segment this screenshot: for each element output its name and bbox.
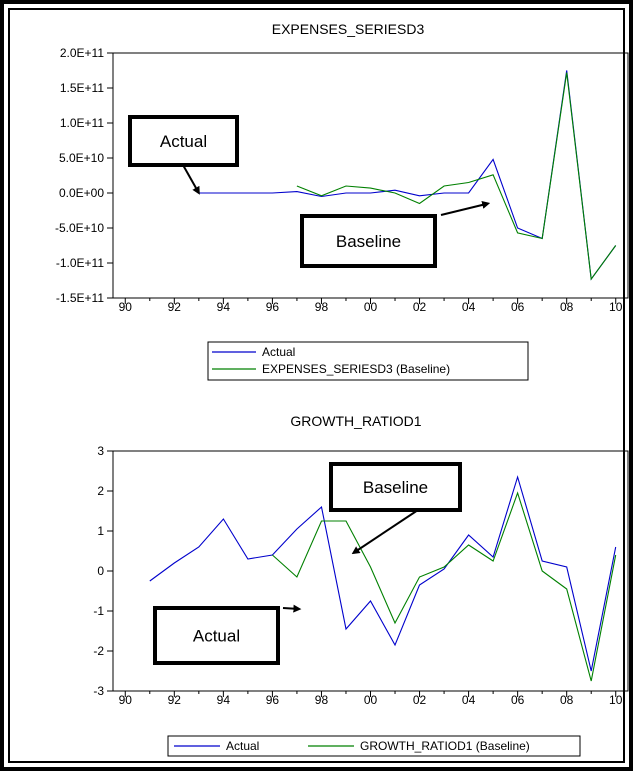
annotation-label: Actual <box>160 132 207 151</box>
legend-label: EXPENSES_SERIESD3 (Baseline) <box>262 362 450 376</box>
x-tick-label: 10 <box>609 693 623 707</box>
annotation-box <box>329 462 462 512</box>
y-tick-label: 2.0E+11 <box>60 46 104 60</box>
legend-label: Actual <box>262 345 295 359</box>
x-tick-label: 94 <box>217 693 231 707</box>
y-tick-label: -2 <box>93 644 104 658</box>
x-tick-label: 06 <box>511 300 525 314</box>
y-tick-label: 0 <box>97 564 104 578</box>
annotation-baseline: Baseline <box>329 462 462 555</box>
x-tick-label: 00 <box>364 300 378 314</box>
chart-title: EXPENSES_SERIESD3 <box>272 21 425 37</box>
y-tick-label: 1.5E+11 <box>60 81 104 95</box>
x-tick-label: 00 <box>364 693 378 707</box>
x-tick-label: 92 <box>168 693 182 707</box>
x-tick-label: 92 <box>168 300 182 314</box>
annotation-actual: Actual <box>128 115 239 195</box>
y-tick-label: 1.0E+11 <box>60 116 104 130</box>
annotation-actual: Actual <box>153 604 302 665</box>
x-tick-label: 90 <box>119 300 133 314</box>
y-tick-label: 5.0E+10 <box>59 151 104 165</box>
x-tick-label: 90 <box>119 693 133 707</box>
annotation-arrow <box>182 164 200 195</box>
annotation-label: Actual <box>193 627 240 646</box>
legend-label: Actual <box>226 739 259 753</box>
annotation-box <box>300 214 437 268</box>
x-tick-label: 02 <box>413 300 427 314</box>
x-tick-label: 04 <box>462 693 476 707</box>
annotation-baseline: Baseline <box>300 201 491 268</box>
y-tick-label: -5.0E+10 <box>55 221 104 235</box>
x-tick-label: 04 <box>462 300 476 314</box>
y-tick-label: -1.0E+11 <box>56 256 104 270</box>
legend-box <box>207 341 529 381</box>
legend-label: GROWTH_RATIOD1 (Baseline) <box>360 739 530 753</box>
chart-title: GROWTH_RATIOD1 <box>290 413 421 429</box>
legend: Actual GROWTH_RATIOD1 (Baseline) <box>167 735 581 757</box>
y-tick-label: -1.5E+11 <box>56 291 104 305</box>
x-tick-label: 94 <box>217 300 231 314</box>
chart-1: EXPENSES_SERIESD3 -1.5E+11 -1.0E+11 -5.0E+1… <box>55 21 629 381</box>
y-tick-label: 0.0E+00 <box>59 186 104 200</box>
y-tick-label: 3 <box>97 444 104 458</box>
y-tick-label: -1 <box>93 604 104 618</box>
series-line-baseline <box>272 491 617 682</box>
charts-root: EXPENSES_SERIESD3 -1.5E+11 -1.0E+11 -5.0E+1… <box>55 21 629 757</box>
x-tick-label: 08 <box>560 300 574 314</box>
annotation-arrow <box>351 509 419 555</box>
legend-box <box>167 735 581 757</box>
annotation-box <box>128 115 239 167</box>
x-tick-label: 96 <box>266 693 280 707</box>
x-tick-label: 08 <box>560 693 574 707</box>
y-tick-label: 2 <box>97 484 104 498</box>
x-tick-label: 06 <box>511 693 525 707</box>
annotation-label: Baseline <box>336 232 401 251</box>
x-tick-label: 98 <box>315 300 329 314</box>
chart-2: GROWTH_RATIOD1 -3 -2 -1 0 1 2 3 90 92 94 96 98 00 02 04… <box>93 413 629 757</box>
y-tick-label: -3 <box>93 684 104 698</box>
series-line-actual <box>149 475 617 672</box>
annotation-box <box>153 606 280 665</box>
inner-frame <box>8 8 625 763</box>
legend: Actual EXPENSES_SERIESD3 (Baseline) <box>207 341 529 381</box>
series-line-baseline <box>296 72 617 281</box>
x-tick-label: 96 <box>266 300 280 314</box>
annotation-label: Baseline <box>363 478 428 497</box>
x-tick-label: 10 <box>609 300 623 314</box>
x-tick-label: 02 <box>413 693 427 707</box>
annotation-arrow <box>440 201 491 216</box>
x-tick-label: 98 <box>315 693 329 707</box>
y-tick-label: 1 <box>97 524 104 538</box>
annotation-arrow <box>282 604 302 613</box>
